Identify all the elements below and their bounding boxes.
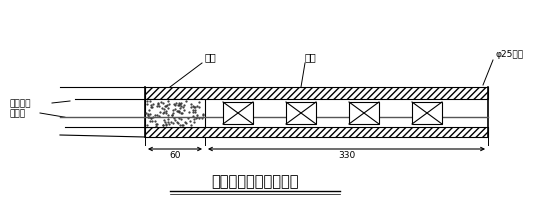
Text: 导爆索: 导爆索: [10, 110, 26, 118]
Bar: [145, 99, 205, 127]
Text: φ25药卷: φ25药卷: [495, 50, 523, 59]
Bar: [349, 102, 379, 124]
Bar: [145, 127, 488, 137]
Bar: [286, 102, 316, 124]
Bar: [223, 102, 253, 124]
Text: 周边眼装药结构示意图: 周边眼装药结构示意图: [211, 174, 298, 189]
Text: 330: 330: [338, 151, 355, 160]
Bar: [145, 87, 488, 99]
Text: 竹片: 竹片: [304, 52, 316, 62]
Bar: [412, 102, 442, 124]
Text: 毫秒雷管: 毫秒雷管: [10, 100, 31, 108]
Text: 60: 60: [169, 151, 181, 160]
Text: 炮泥: 炮泥: [204, 52, 216, 62]
